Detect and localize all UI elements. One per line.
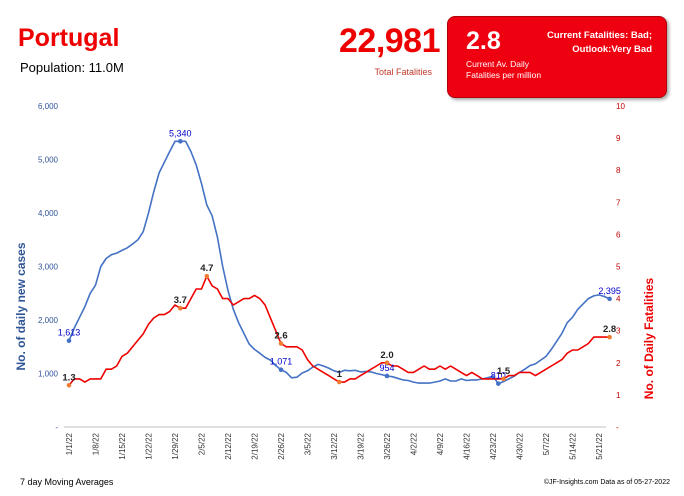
fatalities-data-label: 3.7: [174, 295, 187, 306]
x-tick-label: 2/19/22: [251, 432, 260, 459]
cases-marker: [278, 367, 284, 373]
fatalities-marker: [501, 376, 506, 382]
fatalities-data-label: 1: [337, 369, 343, 380]
x-tick-label: 5/21/22: [595, 432, 604, 459]
y-right-tick-label: 1: [616, 391, 621, 400]
fatalities-data-label: 2.8: [603, 324, 616, 335]
y-right-tick-label: 6: [616, 230, 621, 239]
cases-marker: [496, 381, 501, 386]
x-tick-label: 5/7/22: [542, 432, 551, 455]
fatalities-marker: [204, 273, 210, 279]
fatalities-marker: [607, 334, 612, 340]
y-right-tick-label: -: [616, 423, 619, 432]
cases-data-label: 954: [379, 363, 394, 373]
fatalities-data-label: 2.6: [274, 331, 287, 342]
fatality-status-box: 2.8 Current Av. Daily Fatalities per mil…: [447, 16, 667, 98]
x-tick-label: 4/30/22: [516, 432, 525, 459]
avg-daily-fatalities-label: Current Av. Daily Fatalities per million: [466, 59, 576, 81]
cases-marker: [384, 373, 390, 379]
total-fatalities-label: Total Fatalities: [374, 67, 432, 77]
avg-daily-label-line1: Current Av. Daily: [466, 59, 529, 69]
y-left-tick-label: 1,000: [38, 370, 59, 379]
y-right-tick-label: 3: [616, 327, 621, 336]
x-tick-label: 4/2/22: [410, 432, 419, 455]
y-right-tick-label: 9: [616, 134, 621, 143]
y-left-tick-label: 3,000: [38, 263, 59, 272]
y-left-tick-label: 2,000: [38, 316, 59, 325]
footer-source: ©JF-Insights.com Data as of 05-27-2022: [543, 479, 670, 486]
x-tick-label: 4/23/22: [489, 432, 498, 459]
y-left-tick-label: 4,000: [38, 209, 59, 218]
x-tick-label: 5/14/22: [569, 432, 578, 459]
cases-data-label: 2,395: [598, 286, 621, 296]
avg-daily-fatalities-value: 2.8: [466, 27, 501, 55]
fatalities-data-label: 1.5: [497, 366, 511, 377]
x-tick-label: 3/26/22: [383, 432, 392, 459]
fatalities-marker: [384, 360, 390, 366]
y-right-tick-label: 4: [616, 295, 621, 304]
country-title: Portugal: [18, 24, 120, 52]
cases-data-label: 1,071: [270, 357, 293, 367]
x-tick-label: 2/26/22: [277, 432, 286, 459]
footer-moving-average-note: 7 day Moving Averages: [20, 477, 114, 487]
fatalities-data-label: 1.3: [62, 372, 75, 383]
y-right-tick-label: 2: [616, 359, 621, 368]
cases-data-label: 1,613: [58, 328, 81, 338]
cases-marker: [178, 139, 183, 144]
fatalities-marker: [66, 382, 72, 388]
cases-marker: [607, 296, 612, 302]
x-tick-label: 3/5/22: [304, 432, 313, 455]
x-tick-label: 1/8/22: [92, 432, 101, 455]
y-left-axis-title: No. of daily new cases: [14, 242, 28, 370]
fatality-status-text: Current Fatalities: Bad; Outlook:Very Ba…: [547, 29, 652, 57]
fatalities-marker: [337, 379, 342, 385]
x-tick-label: 1/22/22: [145, 432, 154, 459]
x-tick-label: 2/5/22: [198, 432, 207, 455]
total-fatalities-value: 22,981: [339, 22, 441, 60]
y-right-tick-label: 5: [616, 263, 621, 272]
fatalities-marker: [278, 341, 284, 346]
y-left-tick-label: 5,000: [38, 156, 59, 165]
x-tick-label: 3/19/22: [357, 432, 366, 459]
x-tick-label: 4/9/22: [436, 432, 445, 455]
status-line2: Outlook:Very Bad: [572, 44, 652, 55]
y-left-tick-label: 6,000: [38, 102, 59, 111]
y-left-tick-label: -: [55, 423, 58, 432]
x-tick-label: 2/12/22: [224, 432, 233, 459]
fatalities-data-label: 2.0: [380, 350, 393, 361]
fatalities-data-label: 4.7: [200, 263, 213, 274]
y-right-tick-label: 10: [616, 102, 625, 111]
x-tick-label: 3/12/22: [330, 432, 339, 459]
cases-data-label: 5,340: [169, 128, 192, 138]
y-right-tick-label: 7: [616, 198, 621, 207]
x-tick-label: 1/29/22: [171, 432, 180, 459]
y-right-axis-title: No. of Daily Fatalities: [642, 277, 656, 399]
cases-series-line: [68, 140, 610, 385]
status-line1: Current Fatalities: Bad;: [546, 30, 652, 41]
fatalities-marker: [178, 305, 183, 311]
population-text: Population: 11.0M: [20, 60, 124, 75]
cases-data-label: 810: [491, 371, 506, 381]
avg-daily-label-line2: Fatalities per million: [466, 70, 542, 80]
y-right-tick-label: 8: [616, 166, 621, 175]
cases-marker: [66, 338, 72, 344]
x-tick-label: 1/1/22: [65, 432, 74, 455]
x-tick-label: 1/15/22: [118, 432, 127, 459]
x-tick-label: 4/16/22: [463, 432, 472, 459]
